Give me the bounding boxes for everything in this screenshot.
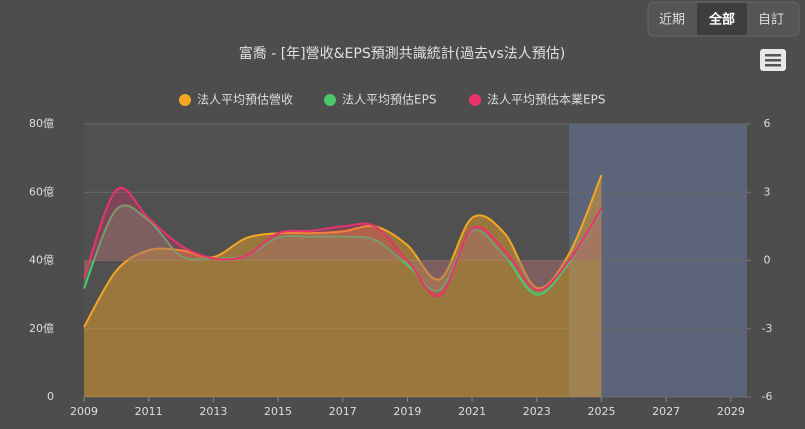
y-tick-label: 20億 [29,322,54,335]
y2-tick-label: -6 [762,390,773,403]
y-tick-label: 60億 [29,185,54,198]
series-line [83,174,603,328]
legend-label[interactable]: 法人平均預估EPS [342,93,436,107]
x-tick-label: 2029 [717,405,745,418]
x-tick-label: 2017 [329,405,357,418]
series-area [84,205,602,295]
x-tick-label: 2025 [587,405,615,418]
legend-marker[interactable] [179,94,191,106]
menu-bar [765,59,781,62]
y2-tick-label: 0 [764,254,771,267]
x-tick-label: 2019 [393,405,421,418]
menu-bar [765,54,781,57]
menu-icon[interactable] [760,49,786,71]
y-tick-label: 40億 [29,254,54,267]
button[interactable]: 全部 [708,12,735,28]
button[interactable]: 自訂 [758,12,784,28]
chart-title: 富喬 - [年]營收&EPS預測共識統計(過去vs法人預估) [239,45,565,62]
button-active-bg [697,3,747,35]
legend-marker[interactable] [324,94,336,106]
legend-label[interactable]: 法人平均預估營收 [197,93,293,107]
y-tick-label: 80億 [29,117,54,130]
y2-tick-label: 6 [764,117,771,130]
x-tick-label: 2021 [458,405,486,418]
legend-label[interactable]: 法人平均預估本業EPS [487,93,605,107]
x-tick-label: 2009 [70,405,98,418]
y2-tick-label: 3 [764,185,771,198]
x-tick-label: 2027 [652,405,680,418]
range-buttons: 近期 全部 自訂 [647,1,800,37]
x-tick-label: 2023 [523,405,551,418]
y2-tick-label: -3 [762,322,773,335]
menu-bar [765,64,781,67]
x-tick-label: 2013 [199,405,227,418]
x-tick-label: 2011 [135,405,163,418]
legend-marker[interactable] [469,94,481,106]
series-line [83,204,603,296]
y-tick-label: 0 [47,390,54,403]
x-tick-label: 2015 [264,405,292,418]
button[interactable]: 近期 [659,13,685,28]
series-line [83,186,603,298]
series-area [84,187,602,297]
